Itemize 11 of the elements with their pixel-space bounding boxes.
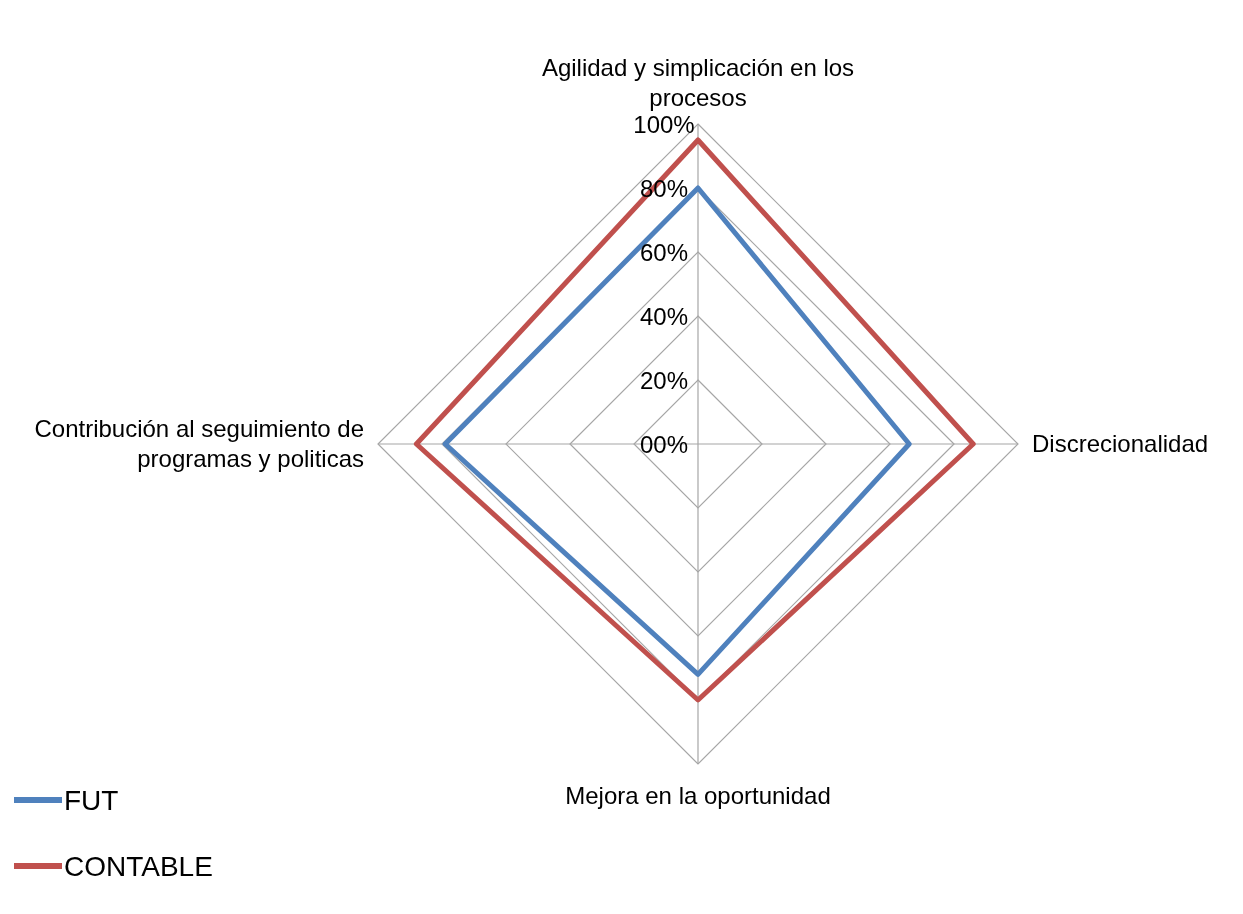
spoke-label: Contribución al seguimiento de programas y politicas <box>34 415 364 472</box>
spoke-label: Mejora en la oportunidad <box>565 782 831 809</box>
spoke-label: Agilidad y simplicación en los procesos <box>541 54 855 111</box>
spoke-label: Discrecionalidad <box>1032 430 1209 457</box>
y-tick-label: 60% <box>639 238 689 266</box>
legend-label: CONTABLE <box>64 851 213 882</box>
y-tick-label: 00% <box>639 430 689 458</box>
y-tick-label: 40% <box>639 302 689 330</box>
y-tick-label: 100% <box>633 110 695 138</box>
y-tick-label: 20% <box>639 366 689 394</box>
legend-label: FUT <box>64 785 119 816</box>
